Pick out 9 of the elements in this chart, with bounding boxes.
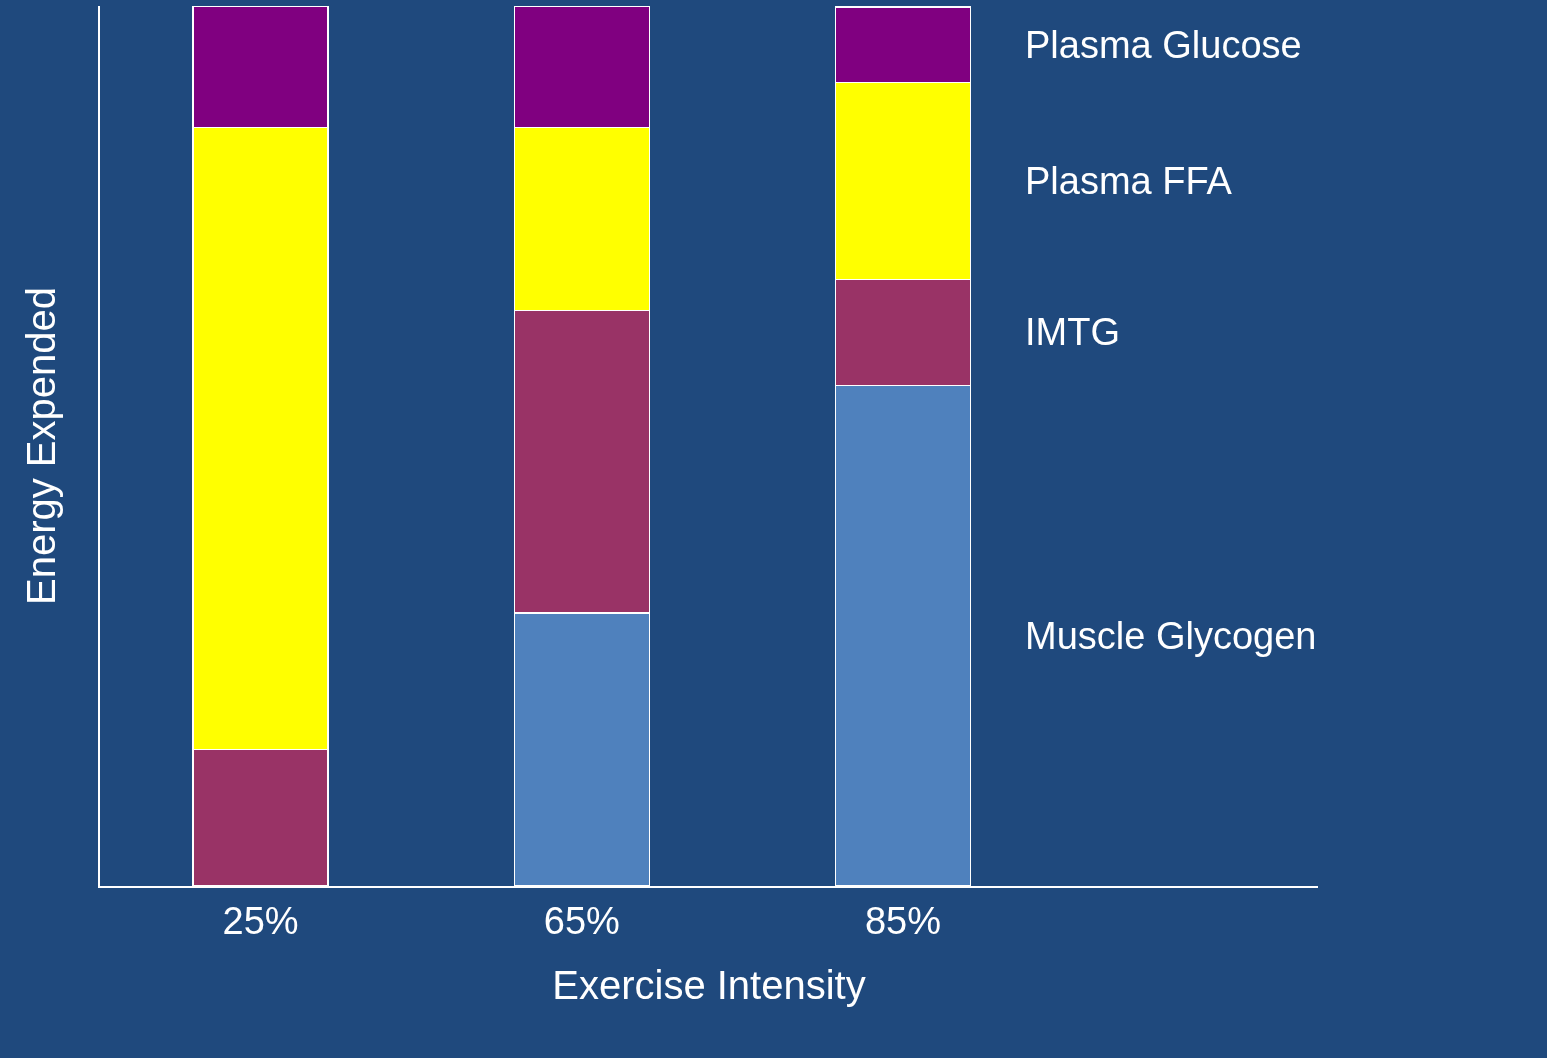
- series-label: IMTG: [1025, 311, 1120, 353]
- x-tick-label: 85%: [864, 899, 942, 942]
- series-label: Plasma FFA: [1025, 160, 1233, 202]
- x-axis-title: Exercise Intensity: [552, 962, 866, 1007]
- y-axis-title: Energy Expended: [19, 286, 63, 606]
- x-tick-label: 25%: [222, 899, 299, 942]
- series-label: Muscle Glycogen: [1025, 615, 1317, 657]
- x-tick-label: 65%: [543, 899, 620, 942]
- series-label: Plasma Glucose: [1025, 24, 1302, 66]
